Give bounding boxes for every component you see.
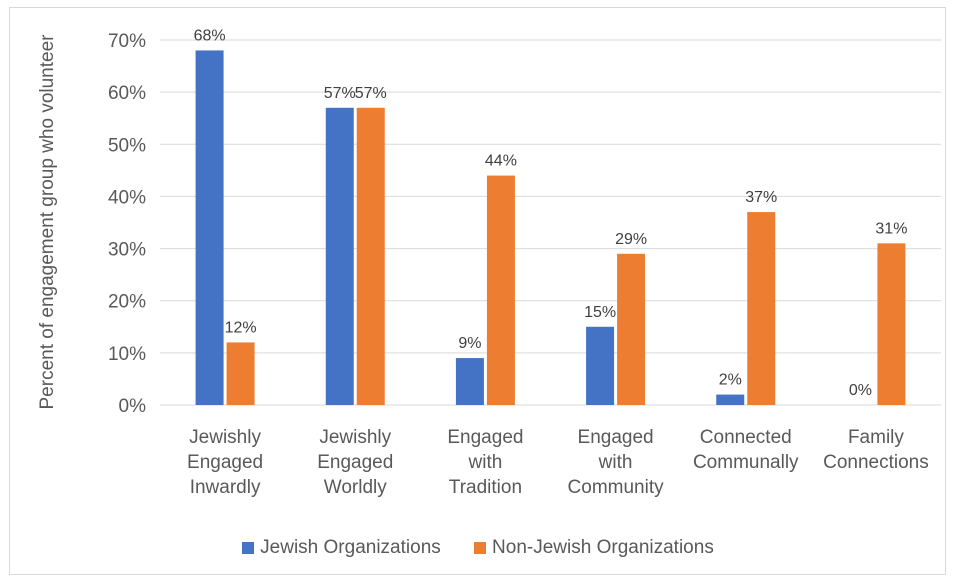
data-label: 0% — [849, 382, 872, 399]
bar — [877, 243, 906, 405]
legend-swatch-jewish — [242, 542, 255, 554]
y-tick-label: 50% — [108, 135, 146, 156]
bar — [747, 212, 776, 405]
legend-label-non-jewish: Non-Jewish Organizations — [492, 537, 714, 558]
data-label: 57% — [355, 85, 387, 102]
x-tick-label: Connected Communally — [693, 427, 799, 473]
bar — [356, 107, 385, 406]
bar — [226, 342, 255, 405]
y-tick-label: 30% — [108, 240, 146, 261]
data-label: 12% — [225, 319, 257, 336]
bar — [617, 253, 646, 405]
x-tick-label: Jewishly Engaged Worldly — [317, 427, 393, 498]
bar — [716, 394, 745, 405]
bar — [455, 358, 484, 405]
data-label: 15% — [584, 304, 616, 321]
y-axis-label: Percent of engagement group who voluntee… — [37, 34, 58, 410]
y-tick-label: 40% — [108, 187, 146, 208]
x-tick-label: Engaged with Tradition — [447, 427, 523, 498]
data-label: 37% — [745, 189, 777, 206]
legend: Jewish Organizations Non-Jewish Organiza… — [0, 537, 956, 560]
bar — [486, 175, 515, 405]
data-label: 57% — [324, 85, 356, 102]
bar — [586, 326, 615, 405]
legend-item-non-jewish: Non-Jewish Organizations — [474, 537, 714, 559]
data-label: 31% — [875, 220, 907, 237]
y-tick-label: 70% — [108, 31, 146, 52]
legend-label-jewish: Jewish Organizations — [260, 537, 441, 558]
data-label: 9% — [458, 335, 481, 352]
bar — [195, 50, 224, 406]
x-tick-label: Jewishly Engaged Inwardly — [187, 427, 263, 498]
y-tick-label: 60% — [108, 83, 146, 104]
data-label: 29% — [615, 231, 647, 248]
y-tick-label: 20% — [108, 292, 146, 313]
chart-frame — [9, 7, 946, 575]
bar — [325, 107, 354, 406]
x-tick-label: Family Connections — [823, 427, 929, 473]
legend-item-jewish: Jewish Organizations — [242, 537, 441, 559]
y-tick-label: 0% — [119, 396, 147, 417]
data-label: 68% — [194, 27, 226, 44]
data-label: 44% — [485, 153, 517, 170]
legend-swatch-non-jewish — [474, 542, 487, 554]
data-label: 2% — [719, 372, 742, 389]
x-tick-label: Engaged with Community — [568, 427, 665, 498]
y-tick-label: 10% — [108, 344, 146, 365]
